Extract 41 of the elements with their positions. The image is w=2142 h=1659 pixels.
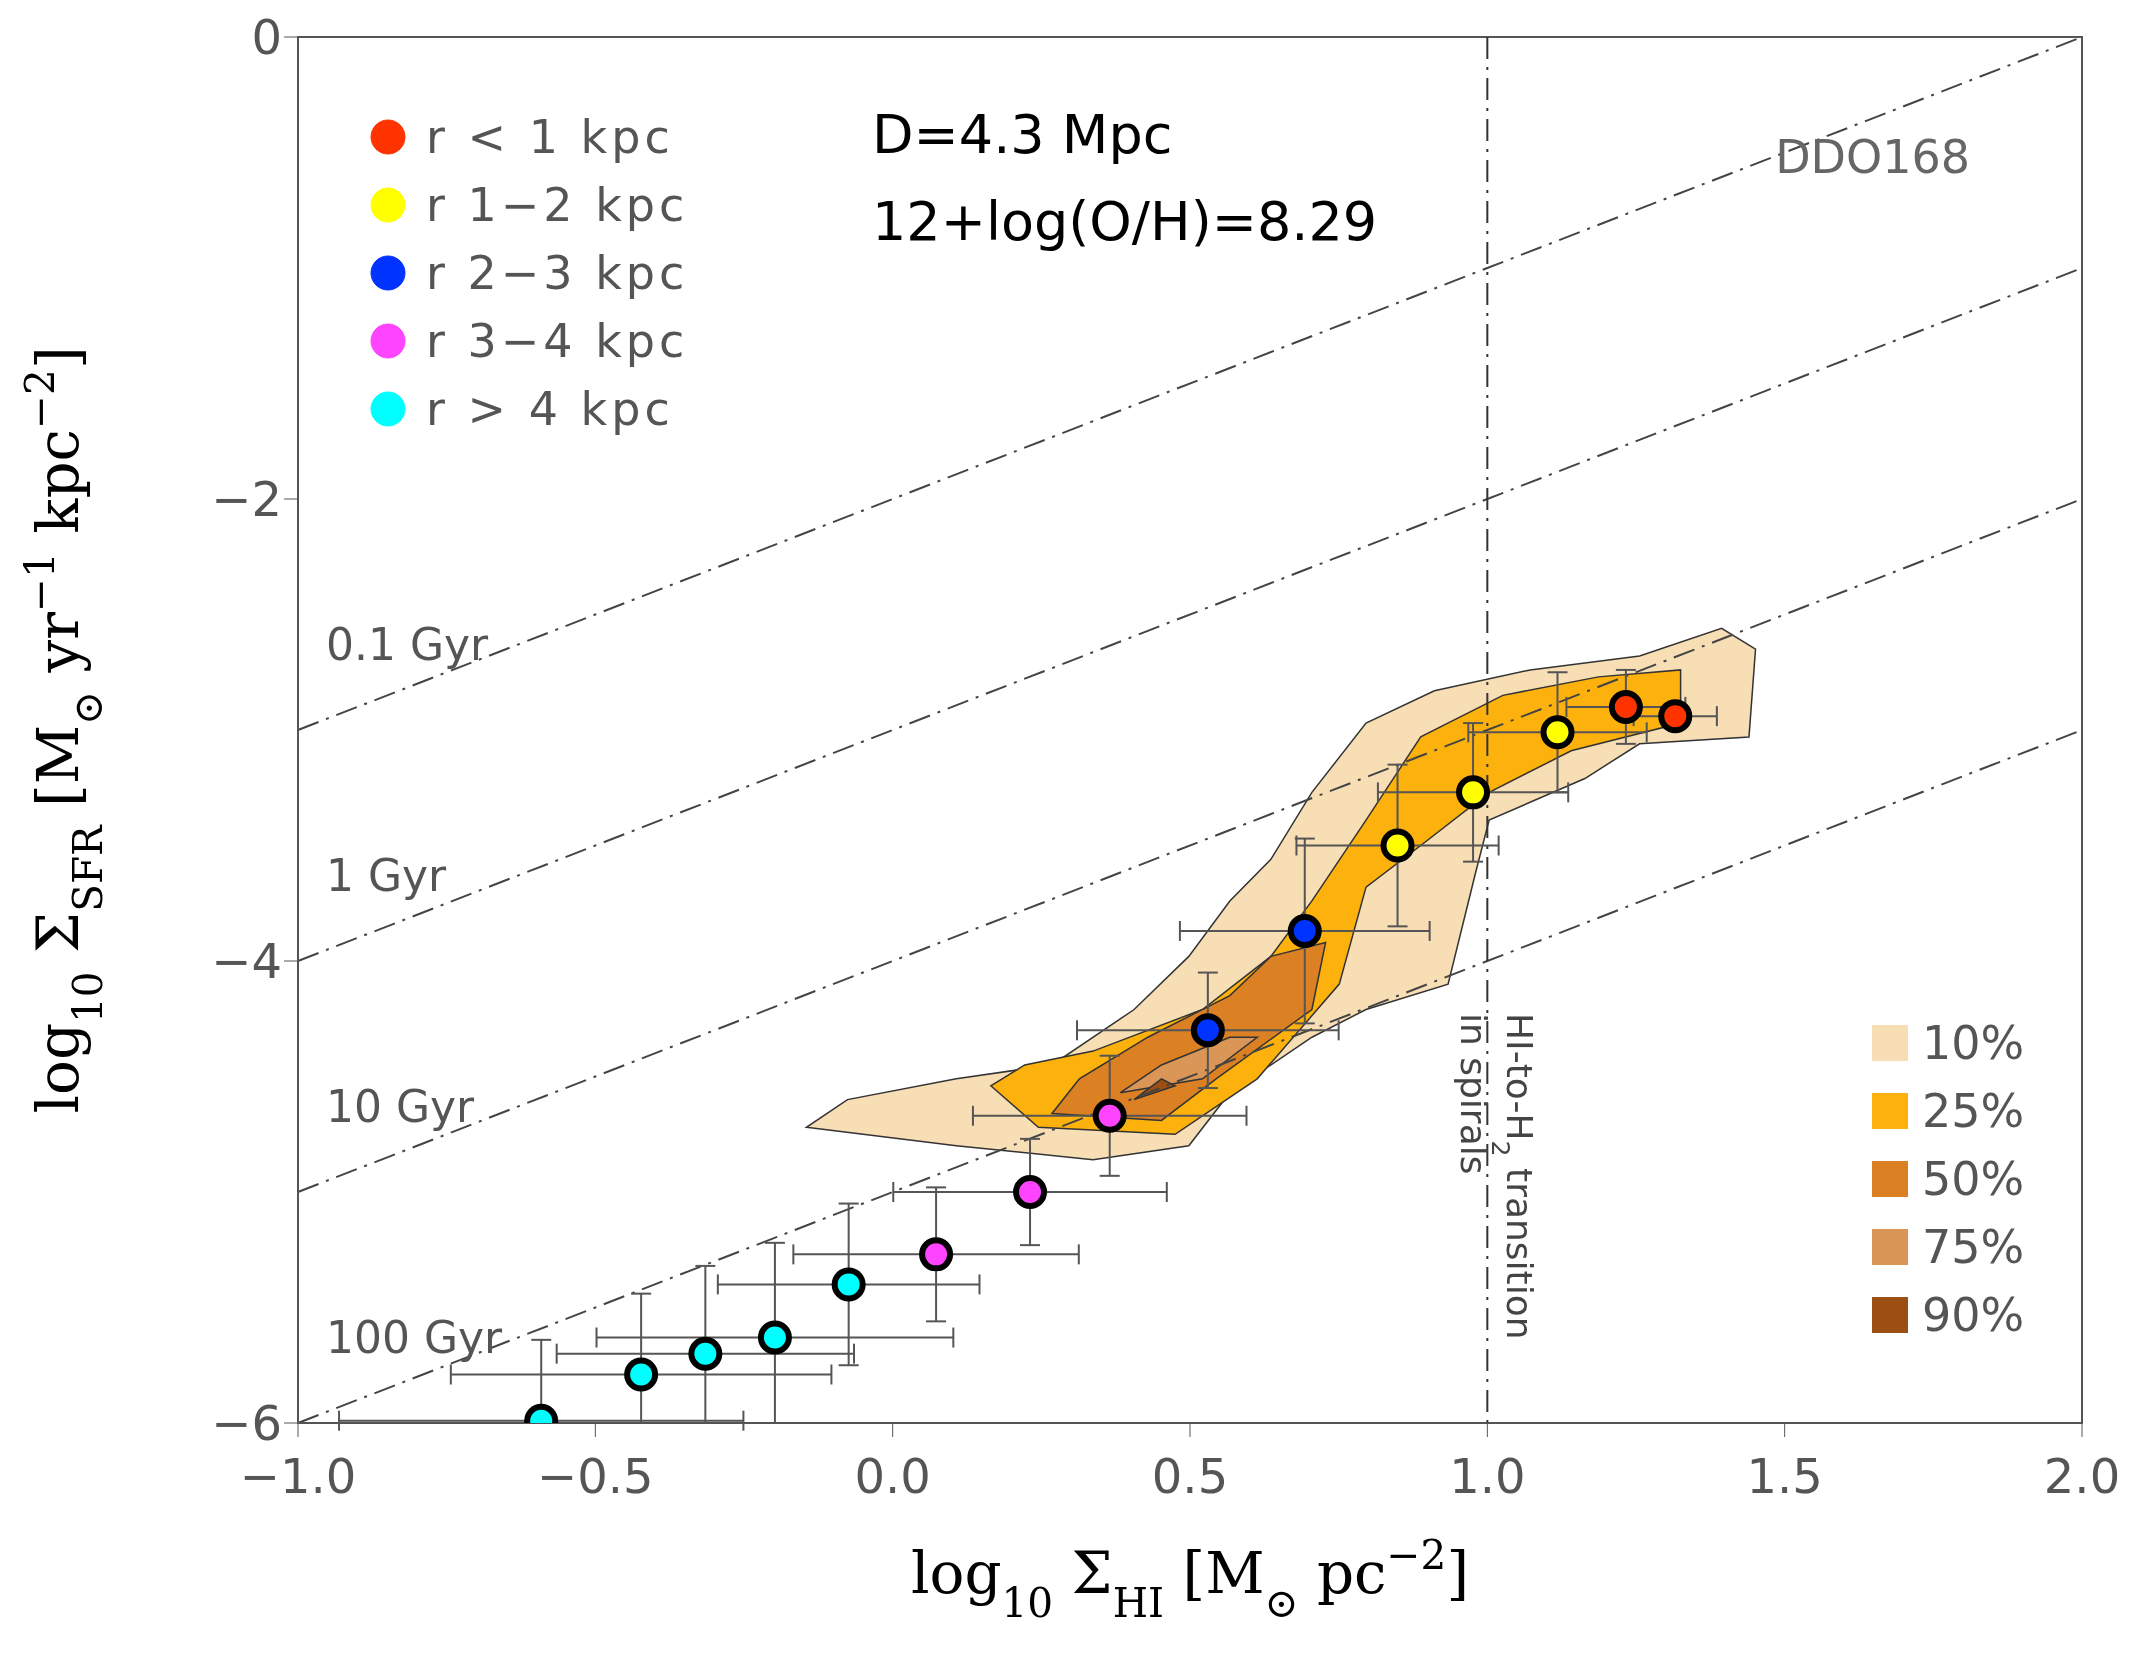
legend-label: r 2−3 kpc xyxy=(426,246,689,300)
legend-label: 25% xyxy=(1922,1084,2025,1138)
x-tick-label: 0.5 xyxy=(1151,1448,1229,1505)
point xyxy=(1287,913,1322,948)
series-label: 10 Gyr xyxy=(326,1081,476,1132)
point xyxy=(831,1267,866,1302)
point xyxy=(919,1237,954,1272)
legend-label: 75% xyxy=(1922,1220,2025,1274)
x-tick-label: 0.0 xyxy=(854,1448,931,1505)
legend-label: r > 4 kpc xyxy=(426,382,674,436)
annotation: DDO168 xyxy=(1775,130,1970,184)
series-label: 1 Gyr xyxy=(326,850,448,901)
legend-label: r 3−4 kpc xyxy=(426,314,689,368)
point xyxy=(1092,1098,1127,1133)
point xyxy=(757,1320,792,1355)
y-tick-label: −4 xyxy=(211,933,282,990)
x-tick-label: 2.0 xyxy=(2043,1448,2121,1505)
point xyxy=(1190,1013,1225,1048)
point xyxy=(1658,699,1693,734)
series-label: 100 Gyr xyxy=(326,1312,504,1363)
x-tick-label: −0.5 xyxy=(537,1448,654,1505)
x-tick-label: 1.5 xyxy=(1746,1448,1823,1505)
point xyxy=(688,1336,723,1371)
point xyxy=(1608,689,1643,724)
legend-label: r < 1 kpc xyxy=(426,110,674,164)
point xyxy=(624,1357,659,1392)
point xyxy=(1380,828,1415,863)
x-tick-label: 1.0 xyxy=(1449,1448,1526,1505)
y-tick-label: −2 xyxy=(211,471,282,528)
point xyxy=(1456,775,1491,810)
legend-label: 10% xyxy=(1922,1016,2025,1070)
point xyxy=(1013,1175,1048,1209)
text: log$_{10}$ Σ$_{HI}$ [M$_{⊙}$ pc$^{−2}$] xyxy=(910,1531,1470,1627)
legend-label: r 1−2 kpc xyxy=(426,178,689,232)
legend-label: 50% xyxy=(1922,1152,2025,1206)
legend-label: 90% xyxy=(1922,1288,2025,1342)
point xyxy=(1540,715,1575,750)
y-tick-label: 0 xyxy=(251,9,282,66)
annotation: D=4.3 Mpc xyxy=(872,103,1173,166)
annotation: 12+log(O/H)=8.29 xyxy=(872,190,1378,253)
series-label: 0.1 Gyr xyxy=(326,619,490,670)
